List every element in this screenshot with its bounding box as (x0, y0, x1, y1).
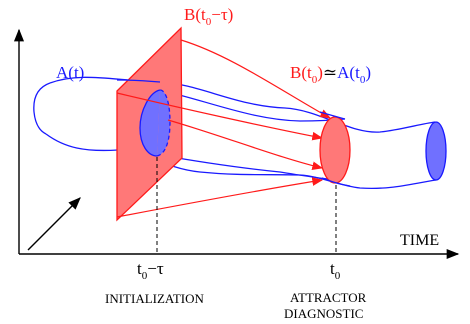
label-a-t: A(t) (56, 63, 84, 82)
tick-label-attractor: t0 (330, 259, 341, 282)
tube-inner-line-1 (157, 89, 346, 122)
tube-lower-boundary (45, 133, 437, 190)
time-axis-label: TIME (400, 232, 439, 249)
tube-right-end (425, 121, 447, 181)
tube-lower-over-ellipse (321, 177, 351, 187)
label-b-t0-approx-a-t0: B(t0)≃A(t0) (290, 63, 371, 86)
tube-upper-front (116, 79, 161, 83)
depth-axis (27, 197, 81, 251)
initial-section-dashed (156, 89, 171, 157)
attractor-label-line1: ATTRACTOR (290, 290, 367, 305)
red-flow-arrow-top (180, 39, 331, 119)
tick-label-init: t0−τ (137, 259, 164, 282)
attractor-section (319, 116, 351, 184)
label-b-t0-minus-tau: B(t0−τ) (184, 5, 233, 28)
red-flow-arrow-bottom (116, 177, 324, 218)
tube-left-end (33, 82, 51, 135)
initial-section-solid (139, 89, 161, 157)
tube-upper-boundary (49, 76, 436, 133)
red-flow-arrow-middle (167, 119, 324, 170)
attractor-label-line2: DIAGNOSTIC (284, 306, 363, 321)
initialization-label: INITIALIZATION (105, 291, 205, 306)
tube-inner-line-2 (159, 154, 331, 180)
red-flow-arrow-upper (116, 92, 324, 141)
tube-upper-over-ellipse (319, 111, 346, 120)
